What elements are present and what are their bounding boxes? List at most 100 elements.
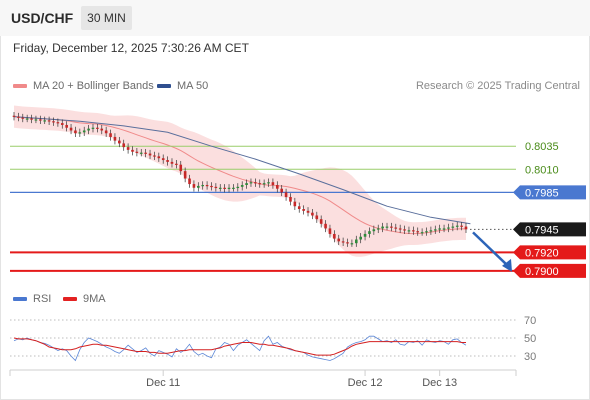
candle bbox=[188, 174, 191, 188]
candle-body bbox=[394, 227, 398, 229]
candle bbox=[205, 181, 209, 190]
ma50-line bbox=[13, 116, 471, 225]
candle-body bbox=[87, 128, 90, 131]
candle bbox=[284, 188, 288, 201]
x-tick-label: Dec 13 bbox=[422, 377, 457, 389]
candle-body bbox=[337, 238, 341, 242]
candle-body bbox=[341, 241, 345, 243]
candle bbox=[144, 148, 147, 158]
legend-9ma-swatch bbox=[63, 297, 77, 302]
candle bbox=[65, 121, 68, 132]
candle bbox=[135, 148, 139, 157]
candle-body bbox=[302, 209, 305, 211]
candle bbox=[447, 223, 450, 233]
candle bbox=[183, 167, 187, 183]
candle bbox=[390, 222, 393, 232]
candle bbox=[104, 126, 108, 137]
candle-body bbox=[328, 228, 332, 234]
rsi-line bbox=[13, 335, 467, 362]
candle-body bbox=[91, 127, 95, 129]
candle bbox=[407, 226, 411, 234]
candle bbox=[359, 233, 362, 244]
candle bbox=[148, 149, 152, 160]
candle bbox=[12, 112, 16, 121]
candle-body bbox=[157, 156, 161, 159]
candle bbox=[425, 227, 428, 236]
candle-body bbox=[82, 130, 86, 133]
candle bbox=[442, 224, 446, 233]
candle bbox=[30, 114, 33, 124]
candle-body bbox=[47, 120, 51, 122]
candle bbox=[333, 230, 336, 243]
candle bbox=[74, 126, 77, 137]
level-text-4: 0.7920 bbox=[525, 247, 559, 259]
candle bbox=[254, 178, 257, 187]
candle-body bbox=[464, 226, 468, 230]
candle-body bbox=[293, 201, 297, 207]
candle bbox=[21, 113, 25, 123]
candle-body bbox=[74, 130, 77, 134]
candle-body bbox=[21, 117, 25, 119]
candle bbox=[433, 225, 437, 234]
candle bbox=[324, 220, 327, 233]
candle bbox=[17, 112, 20, 122]
candle-body bbox=[25, 118, 29, 120]
candle-body bbox=[118, 140, 121, 144]
candle bbox=[346, 238, 349, 247]
candle bbox=[131, 146, 134, 156]
candle bbox=[412, 226, 415, 235]
candle-body bbox=[416, 231, 420, 233]
candle bbox=[464, 222, 468, 234]
candle bbox=[43, 116, 47, 125]
candle-body bbox=[56, 122, 60, 124]
candle-body bbox=[96, 127, 99, 129]
candle-body bbox=[232, 187, 235, 189]
candle bbox=[87, 124, 90, 135]
projection-arrow-head bbox=[502, 258, 512, 272]
candle bbox=[47, 116, 51, 125]
candle bbox=[280, 184, 283, 197]
candle-body bbox=[306, 210, 310, 213]
timeframe-badge[interactable]: 30 MIN bbox=[81, 6, 132, 30]
candle bbox=[100, 124, 104, 135]
candle-body bbox=[429, 230, 433, 232]
candle bbox=[170, 158, 174, 168]
candle-body bbox=[350, 243, 354, 245]
level-label-5: 0.7900 bbox=[513, 263, 586, 278]
candle-body bbox=[284, 192, 288, 198]
candle bbox=[232, 184, 235, 192]
candle bbox=[394, 223, 398, 233]
candle bbox=[416, 227, 420, 236]
candle-body bbox=[311, 212, 314, 216]
candle-body bbox=[52, 121, 55, 123]
candle-body bbox=[100, 128, 104, 131]
candle-body bbox=[390, 226, 393, 228]
candle-body bbox=[262, 183, 266, 185]
candle bbox=[258, 179, 262, 188]
candle bbox=[192, 180, 196, 192]
candle bbox=[276, 181, 279, 193]
candle-body bbox=[60, 123, 64, 125]
level-label-2: 0.7985 bbox=[513, 185, 586, 200]
legend-ma50-label: MA 50 bbox=[177, 80, 209, 92]
candle bbox=[25, 114, 29, 123]
candle-body bbox=[425, 231, 428, 233]
projection-arrow-shaft bbox=[472, 231, 510, 268]
candle bbox=[372, 225, 376, 235]
candle-body bbox=[30, 118, 33, 120]
candle-body bbox=[258, 183, 262, 185]
candle-body bbox=[297, 206, 301, 210]
candle-body bbox=[249, 182, 253, 184]
candle bbox=[249, 178, 253, 187]
legend-rsi-swatch bbox=[13, 297, 27, 302]
candle-body bbox=[420, 232, 424, 234]
x-tick-label: Dec 11 bbox=[146, 377, 180, 389]
candle-body bbox=[407, 230, 411, 232]
legend-9ma: 9MA bbox=[63, 293, 106, 305]
candle bbox=[82, 126, 86, 137]
candle-body bbox=[166, 160, 169, 162]
candle-body bbox=[218, 187, 222, 189]
candle-body bbox=[43, 120, 47, 122]
candle bbox=[451, 222, 455, 232]
